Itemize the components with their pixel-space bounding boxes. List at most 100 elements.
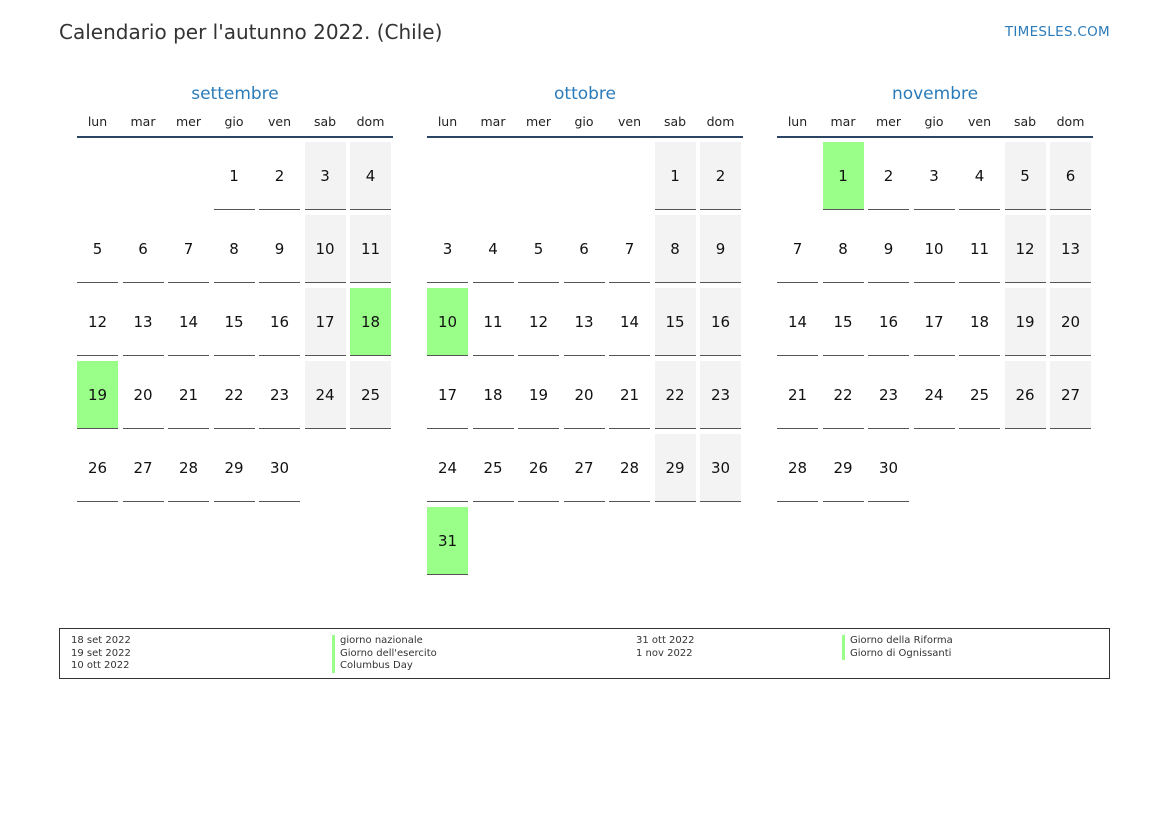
day-cell: 10 <box>304 215 346 283</box>
weekday-label: ven <box>967 114 991 129</box>
weekday-label: mar <box>480 114 506 129</box>
day-cell: 23 <box>700 361 741 429</box>
weekday-label: gio <box>924 114 944 129</box>
day-cell: 3 <box>913 142 955 210</box>
day-cell: 27 <box>122 434 164 502</box>
day-cell: 1 <box>213 142 255 210</box>
month-name: settembre <box>191 84 279 104</box>
day-cell: 15 <box>213 288 255 356</box>
month-3: novembre lun mar mer gio ven sab dom 1 2 3 4 5 6 7 8 9 10… <box>777 82 1093 502</box>
weekday-label: sab <box>1013 114 1037 129</box>
day-cell: 17 <box>304 288 346 356</box>
day-cell: 30 <box>868 434 909 502</box>
legend-date: 18 set 2022 <box>71 635 131 646</box>
weekday-label: lun <box>437 114 458 129</box>
weekday-label: mar <box>830 114 856 129</box>
day-cell-holiday: 10 <box>427 288 468 356</box>
legend-date: 19 set 2022 <box>71 647 131 659</box>
day-cell: 4 <box>959 142 1000 210</box>
day-cell: 4 <box>472 215 514 283</box>
holiday-legend: 18 set 2022 19 set 2022 10 ott 2022 giorno… <box>59 628 1110 679</box>
weekday-label: dom <box>356 114 385 129</box>
day-cell: 3 <box>427 215 468 283</box>
day-cell: 17 <box>913 288 955 356</box>
legend-holiday-name: Giorno di Ognissanti <box>842 647 953 660</box>
day-cell: 6 <box>563 215 605 283</box>
day-cell: 12 <box>1004 215 1046 283</box>
weekday-label: dom <box>1056 114 1085 129</box>
day-cell: 29 <box>654 434 696 502</box>
weekday-label: gio <box>574 114 594 129</box>
day-cell: 18 <box>472 361 514 429</box>
weekday-header: lun mar mer gio ven sab dom <box>777 114 1093 138</box>
month-name: novembre <box>891 84 979 104</box>
weekday-header: lun mar mer gio ven sab dom <box>427 114 743 138</box>
day-cell: 27 <box>1050 361 1091 429</box>
day-cell-holiday: 1 <box>822 142 864 210</box>
day-cell: 7 <box>777 215 818 283</box>
day-cell-holiday: 18 <box>350 288 391 356</box>
legend-right-dates: 31 ott 2022 1 nov 2022 <box>636 635 695 660</box>
weekday-header: lun mar mer gio ven sab dom <box>77 114 393 138</box>
legend-holiday-name: Giorno della Riforma <box>842 635 953 648</box>
day-cell: 11 <box>959 215 1000 283</box>
day-cell: 2 <box>700 142 741 210</box>
legend-holiday-name: giorno nazionale <box>332 635 437 648</box>
page-title: Calendario per l'autunno 2022. (Chile) <box>59 20 443 44</box>
day-cell: 25 <box>959 361 1000 429</box>
day-cell: 19 <box>518 361 559 429</box>
day-cell: 15 <box>654 288 696 356</box>
weekday-label: dom <box>706 114 735 129</box>
day-cell: 24 <box>304 361 346 429</box>
month-1: settembre lun mar mer gio ven sab dom 1 2 3 4 5 6 7 8 9 1… <box>77 82 393 502</box>
day-cell: 9 <box>700 215 741 283</box>
day-cell: 16 <box>259 288 300 356</box>
weekday-label: mer <box>875 114 901 129</box>
day-cell: 8 <box>822 215 864 283</box>
legend-date: 31 ott 2022 <box>636 635 695 646</box>
day-cell: 26 <box>77 434 118 502</box>
day-cell: 16 <box>868 288 909 356</box>
weekday-label: lun <box>87 114 108 129</box>
day-cell: 21 <box>168 361 209 429</box>
day-cell: 26 <box>518 434 559 502</box>
day-cell: 24 <box>913 361 955 429</box>
site-link[interactable]: TIMESLES.COM <box>1004 24 1110 40</box>
weekday-label: mar <box>130 114 156 129</box>
weekday-label: ven <box>267 114 291 129</box>
day-cell: 14 <box>609 288 650 356</box>
day-cell: 28 <box>168 434 209 502</box>
day-cell: 13 <box>1050 215 1091 283</box>
day-cell-holiday: 31 <box>427 507 468 575</box>
day-cell: 14 <box>777 288 818 356</box>
weekday-label: mer <box>525 114 551 129</box>
day-cell: 22 <box>822 361 864 429</box>
legend-left-names: giorno nazionale Giorno dell'esercito Colu… <box>332 635 437 673</box>
day-cell: 2 <box>259 142 300 210</box>
day-cell: 1 <box>654 142 696 210</box>
day-cell: 11 <box>472 288 514 356</box>
weekday-label: mer <box>175 114 201 129</box>
day-cell: 26 <box>1004 361 1046 429</box>
day-cell: 6 <box>122 215 164 283</box>
day-cell: 24 <box>427 434 468 502</box>
weekday-label: lun <box>787 114 808 129</box>
day-cell: 22 <box>213 361 255 429</box>
day-cell: 16 <box>700 288 741 356</box>
day-cell: 20 <box>1050 288 1091 356</box>
day-cell: 28 <box>609 434 650 502</box>
day-cell: 13 <box>122 288 164 356</box>
day-cell: 20 <box>563 361 605 429</box>
day-cell: 30 <box>700 434 741 502</box>
day-cell: 30 <box>259 434 300 502</box>
day-cell: 10 <box>913 215 955 283</box>
day-cell: 11 <box>350 215 391 283</box>
day-cell: 4 <box>350 142 391 210</box>
weekday-label: ven <box>617 114 641 129</box>
day-cell: 7 <box>609 215 650 283</box>
month-name: ottobre <box>554 84 616 104</box>
day-cell: 25 <box>350 361 391 429</box>
day-cell: 27 <box>563 434 605 502</box>
day-cell: 5 <box>77 215 118 283</box>
legend-right-names: Giorno della Riforma Giorno di Ognissanti <box>842 635 953 660</box>
